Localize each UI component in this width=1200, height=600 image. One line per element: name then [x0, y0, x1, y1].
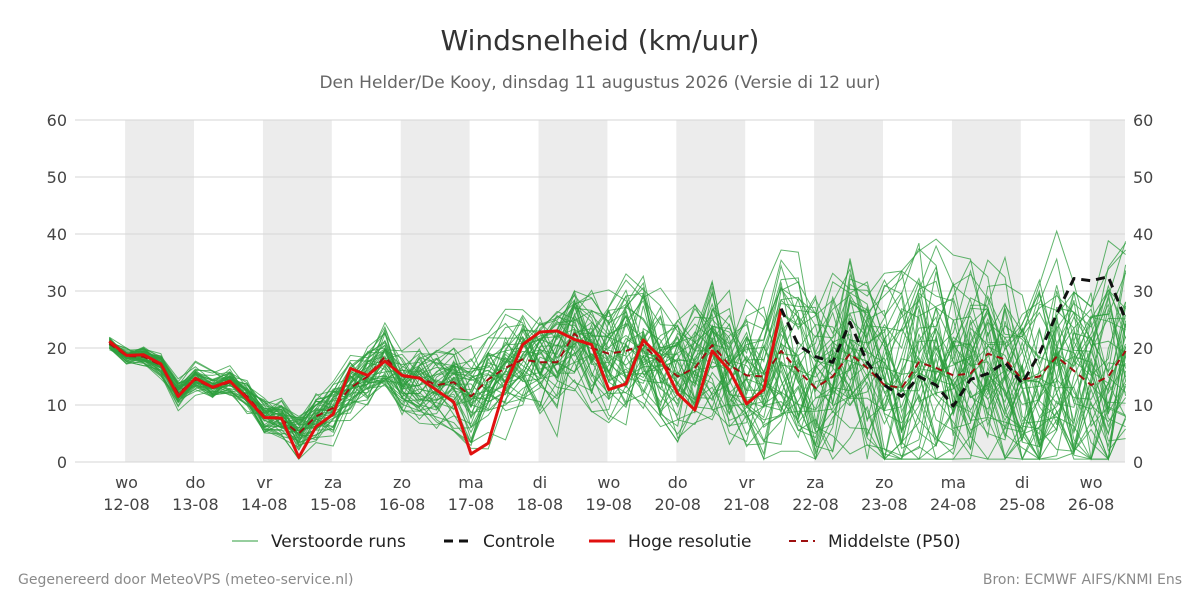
x-tick-day: ma — [458, 473, 483, 492]
ensemble-member-line — [109, 280, 1127, 448]
x-tick-day: za — [806, 473, 824, 492]
y-tick-label: 40 — [47, 225, 67, 244]
x-tick-date: 21-08 — [723, 495, 770, 514]
y-tick-label: 10 — [47, 396, 67, 415]
legend-label-control: Controle — [483, 532, 555, 552]
x-tick-day: ma — [941, 473, 966, 492]
x-tick-day: do — [668, 473, 688, 492]
legend-label-high_res: Hoge resolutie — [628, 532, 752, 552]
x-tick-date: 16-08 — [379, 495, 426, 514]
x-tick-day: vr — [256, 473, 272, 492]
chart-title: Windsnelheid (km/uur) — [440, 24, 760, 57]
x-tick-day: zo — [875, 473, 893, 492]
y-tick-label: 20 — [47, 339, 67, 358]
x-tick-date: 24-08 — [930, 495, 977, 514]
x-tick-day: do — [185, 473, 205, 492]
y-tick-label: 40 — [1133, 225, 1153, 244]
y-tick-label: 50 — [47, 168, 67, 187]
ensemble-member-line — [108, 307, 1127, 460]
y-tick-label: 0 — [57, 453, 67, 472]
x-tick-day: di — [1015, 473, 1030, 492]
x-tick-date: 20-08 — [654, 495, 701, 514]
main-series — [108, 275, 1127, 459]
chart-subtitle: Den Helder/De Kooy, dinsdag 11 augustus … — [319, 73, 881, 93]
ensemble-member-line — [108, 271, 1127, 461]
x-tick-date: 26-08 — [1068, 495, 1115, 514]
ensemble-member-line — [108, 270, 1127, 461]
legend-label-median: Middelste (P50) — [828, 532, 961, 552]
x-tick-date: 13-08 — [172, 495, 219, 514]
ensemble-member-line — [108, 244, 1127, 461]
x-tick-day: wo — [115, 473, 138, 492]
x-tick-date: 14-08 — [241, 495, 288, 514]
y-tick-label: 0 — [1133, 453, 1143, 472]
ensemble-member-line — [109, 279, 1126, 461]
x-tick-day: vr — [739, 473, 755, 492]
ensemble-member-line — [109, 267, 1126, 444]
data-source: Bron: ECMWF AIFS/KNMI Ens — [982, 572, 1182, 588]
y-tick-label: 20 — [1133, 339, 1153, 358]
x-tick-day: wo — [1080, 473, 1103, 492]
x-tick-date: 18-08 — [517, 495, 564, 514]
median-series-line — [108, 332, 1127, 435]
legend-label-ensemble: Verstoorde runs — [271, 532, 406, 552]
x-tick-date: 12-08 — [103, 495, 150, 514]
x-tick-day: di — [533, 473, 548, 492]
y-tick-label: 60 — [47, 111, 67, 130]
ensemble-member-line — [108, 249, 1127, 429]
ensemble-member-line — [109, 315, 1127, 461]
y-tick-label: 30 — [47, 282, 67, 301]
x-tick-day: zo — [393, 473, 411, 492]
x-tick-day: za — [324, 473, 342, 492]
y-tick-label: 10 — [1133, 396, 1153, 415]
x-tick-date: 17-08 — [448, 495, 495, 514]
x-tick-date: 25-08 — [999, 495, 1046, 514]
x-tick-date: 15-08 — [310, 495, 357, 514]
control-series-line — [779, 275, 1127, 408]
x-tick-date: 19-08 — [586, 495, 633, 514]
ensemble-member-line — [109, 277, 1126, 460]
generator-credit: Gegenereerd door MeteoVPS (meteo-service… — [18, 572, 354, 588]
ensemble-series — [108, 229, 1127, 462]
x-tick-date: 22-08 — [792, 495, 839, 514]
high_res-series-line — [108, 308, 783, 459]
legend: Verstoorde runs Controle Hoge resolutie Mid… — [232, 532, 961, 552]
x-tick-day: wo — [597, 473, 620, 492]
ensemble-member-line — [108, 307, 1127, 460]
y-tick-label: 50 — [1133, 168, 1153, 187]
y-tick-label: 30 — [1133, 282, 1153, 301]
y-tick-label: 60 — [1133, 111, 1153, 130]
ensemble-member-line — [108, 284, 1127, 461]
y-axis-left: 0 10 20 30 40 50 60 — [47, 111, 67, 472]
x-tick-date: 23-08 — [861, 495, 908, 514]
ensemble-member-line — [109, 292, 1126, 455]
y-axis-right: 0 10 20 30 40 50 60 — [1133, 111, 1153, 472]
x-axis: wo 12-08 do 13-08 vr 14-08 za 15-08 zo 16-08 ma 17-… — [103, 473, 1114, 514]
